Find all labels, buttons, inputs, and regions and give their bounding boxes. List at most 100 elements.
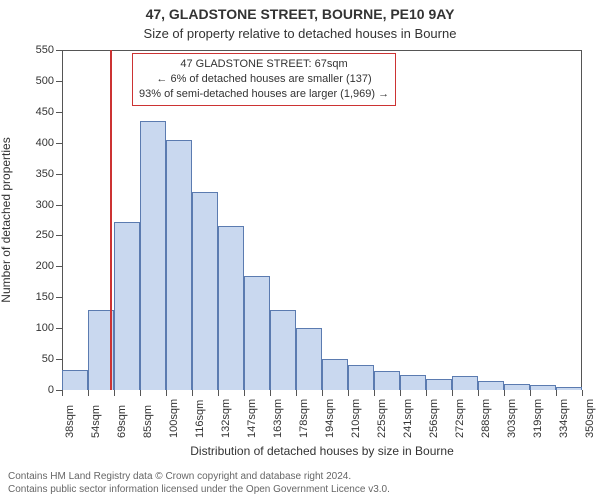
- xtick: [140, 390, 141, 396]
- ytick-label: 100: [26, 322, 54, 334]
- annotation-box: 47 GLADSTONE STREET: 67sqm← 6% of detach…: [132, 53, 396, 106]
- xtick-label: 69sqm: [116, 405, 128, 438]
- plot-area: 47 GLADSTONE STREET: 67sqm← 6% of detach…: [62, 50, 582, 390]
- xtick-label: 319sqm: [532, 399, 544, 438]
- histogram-bar: [244, 276, 270, 390]
- xtick: [426, 390, 427, 396]
- chart-title: 47, GLADSTONE STREET, BOURNE, PE10 9AY: [0, 6, 600, 22]
- xtick: [322, 390, 323, 396]
- xtick: [400, 390, 401, 396]
- xtick-label: 194sqm: [324, 399, 336, 438]
- x-axis-label: Distribution of detached houses by size …: [62, 444, 582, 458]
- xtick-label: 116sqm: [194, 400, 206, 438]
- xtick-label: 210sqm: [350, 399, 362, 438]
- histogram-bar: [218, 226, 244, 390]
- ytick: [56, 112, 62, 113]
- histogram-bar: [270, 310, 296, 390]
- attribution-line: Contains public sector information licen…: [8, 483, 592, 496]
- xtick: [478, 390, 479, 396]
- ytick-label: 250: [26, 229, 54, 241]
- xtick: [504, 390, 505, 396]
- histogram-bar: [166, 140, 192, 390]
- axis-border: [62, 50, 63, 390]
- ytick-label: 550: [26, 44, 54, 56]
- histogram-bar: [556, 387, 582, 390]
- ytick: [56, 359, 62, 360]
- histogram-bar: [504, 384, 530, 390]
- xtick-label: 303sqm: [506, 399, 518, 438]
- ytick: [56, 328, 62, 329]
- xtick: [296, 390, 297, 396]
- xtick: [244, 390, 245, 396]
- xtick: [374, 390, 375, 396]
- xtick-label: 147sqm: [246, 399, 258, 438]
- y-axis-label: Number of detached properties: [0, 137, 13, 302]
- annotation-line: 93% of semi-detached houses are larger (…: [139, 87, 389, 102]
- xtick: [88, 390, 89, 396]
- xtick-label: 100sqm: [168, 399, 180, 438]
- xtick-label: 241sqm: [402, 399, 414, 438]
- ytick: [56, 50, 62, 51]
- xtick-label: 163sqm: [272, 399, 284, 438]
- histogram-bar: [296, 328, 322, 390]
- histogram-bar: [530, 385, 556, 390]
- histogram-bar: [62, 370, 88, 390]
- xtick: [556, 390, 557, 396]
- xtick-label: 54sqm: [90, 405, 102, 438]
- xtick-label: 178sqm: [298, 399, 310, 438]
- histogram-bar: [192, 192, 218, 390]
- xtick-label: 38sqm: [64, 405, 76, 438]
- histogram-bar: [478, 381, 504, 390]
- ytick: [56, 174, 62, 175]
- ytick-label: 300: [26, 199, 54, 211]
- ytick-label: 400: [26, 137, 54, 149]
- histogram-bar: [114, 222, 140, 390]
- xtick-label: 288sqm: [480, 399, 492, 438]
- ytick: [56, 81, 62, 82]
- xtick: [62, 390, 63, 396]
- xtick-label: 85sqm: [142, 405, 154, 438]
- annotation-line: 47 GLADSTONE STREET: 67sqm: [139, 57, 389, 72]
- ytick: [56, 235, 62, 236]
- histogram-bar: [400, 375, 426, 390]
- xtick-label: 350sqm: [584, 399, 596, 438]
- xtick-label: 272sqm: [454, 399, 466, 438]
- histogram-bar: [348, 365, 374, 390]
- xtick: [530, 390, 531, 396]
- chart-container: 47, GLADSTONE STREET, BOURNE, PE10 9AY S…: [0, 0, 600, 500]
- xtick: [192, 390, 193, 396]
- xtick-label: 225sqm: [376, 399, 388, 438]
- axis-border: [62, 50, 582, 51]
- ytick: [56, 143, 62, 144]
- reference-line: [110, 50, 112, 390]
- xtick: [270, 390, 271, 396]
- ytick-label: 0: [26, 384, 54, 396]
- ytick-label: 200: [26, 260, 54, 272]
- xtick-label: 132sqm: [220, 399, 232, 438]
- histogram-bar: [426, 379, 452, 390]
- ytick: [56, 266, 62, 267]
- chart-subtitle: Size of property relative to detached ho…: [0, 26, 600, 41]
- histogram-bar: [322, 359, 348, 390]
- xtick-label: 334sqm: [558, 399, 570, 438]
- histogram-bar: [140, 121, 166, 390]
- xtick: [166, 390, 167, 396]
- xtick: [348, 390, 349, 396]
- ytick-label: 350: [26, 168, 54, 180]
- ytick: [56, 297, 62, 298]
- ytick-label: 500: [26, 75, 54, 87]
- attribution-text: Contains HM Land Registry data © Crown c…: [8, 470, 592, 496]
- axis-border: [581, 50, 582, 390]
- annotation-line: ← 6% of detached houses are smaller (137…: [139, 72, 389, 87]
- ytick: [56, 205, 62, 206]
- attribution-line: Contains HM Land Registry data © Crown c…: [8, 470, 592, 483]
- histogram-bar: [374, 371, 400, 390]
- xtick: [114, 390, 115, 396]
- histogram-bar: [452, 376, 478, 390]
- ytick-label: 450: [26, 106, 54, 118]
- xtick: [452, 390, 453, 396]
- ytick-label: 150: [26, 291, 54, 303]
- xtick: [582, 390, 583, 396]
- xtick-label: 256sqm: [428, 399, 440, 438]
- xtick: [218, 390, 219, 396]
